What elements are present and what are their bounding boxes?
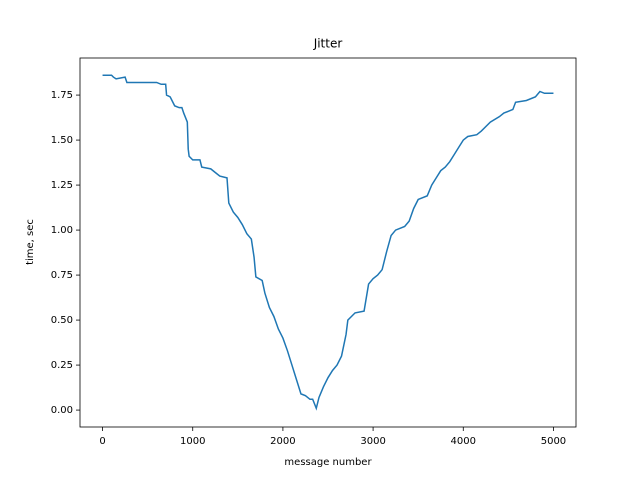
y-tick-label: 1.75 [51,90,73,101]
x-tick-label: 4000 [451,436,476,447]
chart-title: Jitter [313,37,343,51]
x-tick-label: 5000 [541,436,566,447]
x-tick-label: 1000 [180,436,205,447]
y-tick-label: 0.25 [51,360,73,371]
x-axis-label: message number [284,457,372,468]
y-tick-label: 0.75 [51,270,73,281]
x-tick-label: 2000 [270,436,295,447]
y-tick-label: 0.00 [51,405,73,416]
y-tick-label: 1.25 [51,180,73,191]
data-line [102,74,554,411]
y-axis-label: time, sec [25,219,36,265]
x-tick-label: 0 [99,436,105,447]
y-tick-label: 1.50 [51,135,73,146]
x-tick-label: 3000 [360,436,385,447]
plot-frame [79,57,577,428]
y-tick-label: 0.50 [51,315,73,326]
y-tick-label: 1.00 [51,225,73,236]
